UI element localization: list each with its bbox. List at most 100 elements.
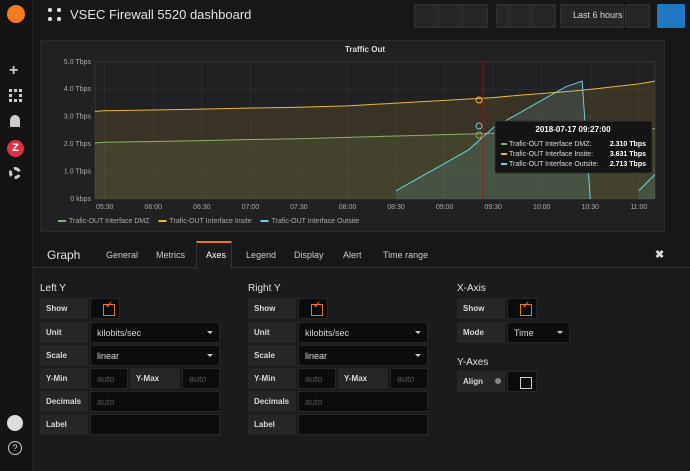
z-icon[interactable]: Z	[7, 140, 24, 157]
dash-icon[interactable]	[9, 89, 22, 102]
scale-select[interactable]: linear	[298, 345, 428, 366]
x-tick-label: 08:30	[387, 204, 405, 211]
series-line	[94, 80, 656, 112]
field-label: Mode	[457, 322, 505, 343]
close-icon[interactable]: ✖	[655, 249, 665, 261]
x-tick-label: 09:00	[436, 204, 454, 211]
tooltip-value: 2.713 Tbps	[610, 161, 646, 168]
scale-value: linear	[97, 351, 120, 361]
x-tick-label: 10:30	[581, 204, 599, 211]
y-tick-label: 4.0 Tbps	[64, 86, 92, 93]
tab-bar	[33, 240, 690, 268]
x-tick-label: 07:00	[242, 204, 260, 211]
section-title: Y-Axes	[457, 357, 489, 368]
avatar[interactable]	[7, 415, 23, 431]
ymax-input[interactable]: auto	[182, 368, 220, 389]
ymax-input[interactable]: auto	[390, 368, 428, 389]
ymin-input[interactable]: auto	[90, 368, 128, 389]
section-title: Left Y	[40, 283, 66, 294]
tab[interactable]: Display	[294, 250, 324, 260]
tab[interactable]: Time range	[383, 250, 429, 260]
checkbox[interactable]	[507, 371, 537, 392]
gear-icon[interactable]	[9, 167, 21, 179]
mode-value: Time	[514, 328, 534, 338]
field-label: Y-Min	[248, 368, 296, 389]
editor-title: Graph	[47, 248, 81, 262]
forward-time-button[interactable]	[531, 4, 556, 28]
tooltip-time: 2018-07-17 09:27:00	[535, 125, 611, 134]
ymin-input[interactable]: auto	[298, 368, 336, 389]
field-label: Scale	[40, 345, 88, 366]
info-icon	[495, 378, 501, 384]
tab[interactable]: General	[106, 250, 139, 260]
y-tick-label: 0 kbps	[70, 196, 91, 203]
time-picker[interactable]: Last 6 hours	[560, 4, 624, 28]
help-icon[interactable]: ?	[8, 441, 22, 455]
unit-select[interactable]: kilobits/sec	[298, 322, 428, 343]
field-label: Show	[248, 298, 296, 319]
logo[interactable]	[7, 5, 25, 23]
field-label: Label	[40, 414, 88, 435]
x-tick-label: 05:30	[96, 204, 114, 211]
time-range: Last 6 hours	[573, 10, 623, 20]
mode-select[interactable]: Time	[507, 322, 570, 343]
chart-title[interactable]: Traffic Out	[345, 45, 385, 54]
x-tick-label: 07:30	[290, 204, 308, 211]
settings-button[interactable]	[462, 4, 488, 28]
dashboard-title[interactable]: VSEC Firewall 5520 dashboard	[70, 7, 252, 22]
field-label: Decimals	[248, 391, 296, 412]
tooltip-box	[494, 120, 653, 174]
checkbox[interactable]: ✓	[298, 298, 328, 319]
field-label: Label	[248, 414, 296, 435]
tab[interactable]: Legend	[246, 250, 277, 260]
check[interactable]: ✓	[311, 300, 323, 316]
zoom-button[interactable]	[508, 4, 533, 28]
label-input[interactable]	[90, 414, 220, 435]
active-tab[interactable]	[196, 241, 232, 269]
scale-value: linear	[305, 351, 328, 361]
y-tick-label: 1.0 Tbps	[64, 168, 92, 175]
field-label: Align	[457, 371, 505, 392]
hover-point	[475, 131, 483, 139]
chart: Traffic Out 0 kbps 1.0 Tbps 2.0 Tbps 3.0 Tb…	[58, 45, 656, 225]
sidebar: + Z ?	[0, 0, 33, 471]
label-input[interactable]	[298, 414, 428, 435]
hover-point	[475, 96, 483, 104]
check[interactable]: ✓	[520, 300, 532, 316]
tooltip-value: 2.310 Tbps	[610, 141, 646, 148]
y-tick-label: 3.0 Tbps	[64, 114, 92, 121]
tooltip-name: Trafic-OUT Interface Outsite:	[509, 161, 599, 168]
field-label: Scale	[248, 345, 296, 366]
x-tick-label: 09:30	[484, 204, 502, 211]
unit-value: kilobits/sec	[97, 328, 142, 338]
tab[interactable]: Axes	[206, 250, 227, 260]
unit-select[interactable]: kilobits/sec	[90, 322, 220, 343]
x-tick-label: 10:00	[533, 204, 551, 211]
field-label: Y-Max	[338, 368, 388, 389]
checkbox[interactable]: ✓	[90, 298, 120, 319]
tooltip-name: Trafic-OUT Interface Insite:	[509, 151, 593, 158]
checkbox[interactable]: ✓	[507, 298, 537, 319]
refresh-button[interactable]	[625, 4, 650, 28]
x-tick-label: 08:00	[339, 204, 357, 211]
add-icon[interactable]: +	[9, 62, 19, 79]
tab[interactable]: Metrics	[156, 250, 185, 260]
check[interactable]	[520, 377, 532, 389]
scale-select[interactable]: linear	[90, 345, 220, 366]
field-label: Y-Max	[130, 368, 180, 389]
field-label: Y-Min	[40, 368, 88, 389]
alert-icon[interactable]	[10, 115, 20, 127]
back-button[interactable]	[657, 4, 685, 28]
tab[interactable]: Alert	[343, 250, 362, 260]
x-tick-label: 11:00	[630, 204, 647, 211]
field-label: Unit	[248, 322, 296, 343]
legend-label: Trafic-OUT Interface DMZ	[69, 218, 150, 225]
check[interactable]: ✓	[103, 300, 115, 316]
decimals-input[interactable]: auto	[90, 391, 220, 412]
tooltip-value: 3.631 Tbps	[610, 151, 646, 158]
legend-label: Trafic-OUT Interface Outsite	[272, 218, 360, 225]
section-title: Right Y	[248, 283, 281, 294]
tooltip: 2018-07-17 09:27:00 Trafic-OUT Interface …	[494, 120, 653, 174]
decimals-input[interactable]: auto	[298, 391, 428, 412]
section-title: X-Axis	[457, 283, 486, 294]
